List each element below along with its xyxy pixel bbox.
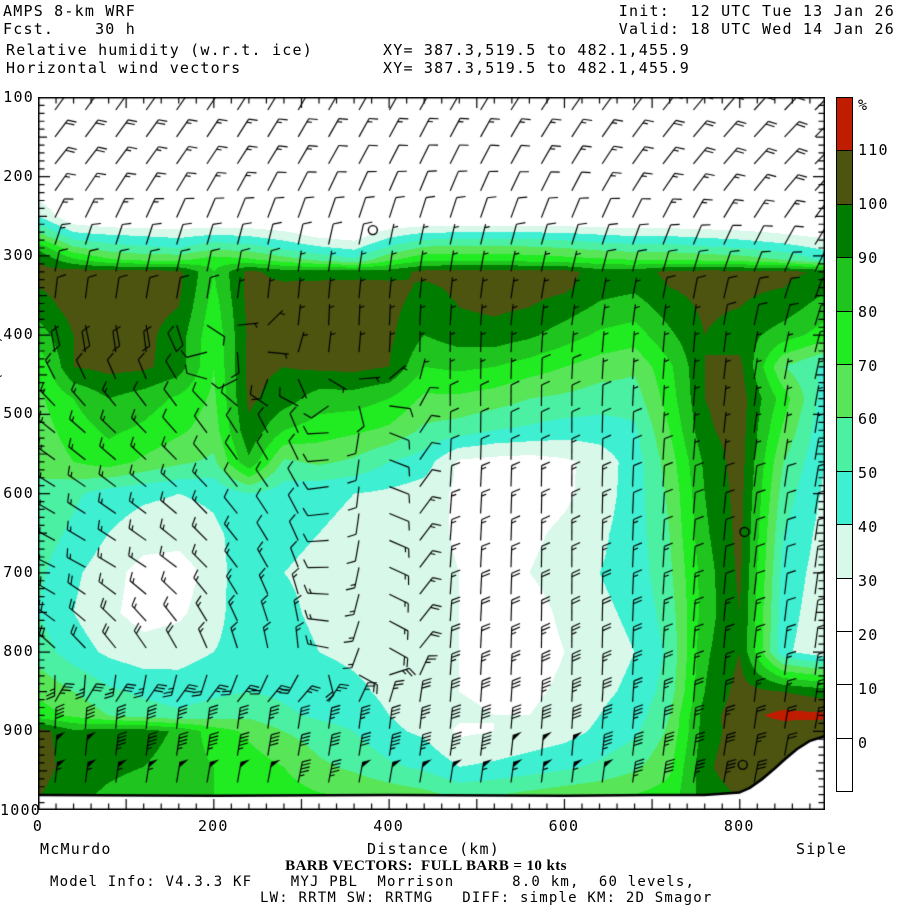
x-tick-label: 800 (723, 817, 755, 835)
xy-range-2: XY= 387.3,519.5 to 482.1,455.9 (383, 59, 690, 77)
colorbar-tick-label: 50 (858, 464, 879, 483)
colorbar-tick-label: 20 (858, 626, 879, 644)
y-axis-label: Pressure (hPa) (0, 334, 4, 467)
model-info-line-1: Model Info: V4.3.3 KF MYJ PBL Morrison 8… (50, 874, 696, 890)
overlay-title: Horizontal wind vectors (6, 59, 242, 77)
barb-legend: BARB VECTORS: FULL BARB = 10 kts (285, 858, 567, 874)
colorbar-segment (837, 738, 852, 792)
colorbar-segment (837, 578, 852, 632)
xy-range-1: XY= 387.3,519.5 to 482.1,455.9 (383, 41, 690, 59)
valid-time: Valid: 18 UTC Wed 14 Jan 26 (618, 20, 895, 38)
x-tick-label: 200 (197, 817, 229, 835)
left-station-label: McMurdo (40, 840, 112, 858)
model-info-line-2: LW: RRTM SW: RRTMG DIFF: simple KM: 2D S… (260, 890, 713, 906)
x-axis-title: Distance (km) (367, 840, 500, 858)
forecast-hour: Fcst. 30 h (3, 20, 136, 38)
y-tick-label: 700 (3, 562, 34, 581)
colorbar-segment (837, 525, 852, 579)
colorbar-tick-label: 90 (858, 248, 879, 267)
y-tick-label: 600 (3, 483, 34, 502)
colorbar (836, 97, 853, 793)
colorbar-tick-label: 0 (858, 733, 869, 752)
y-tick-label: 300 (3, 245, 34, 264)
colorbar-unit: % (858, 96, 869, 114)
colorbar-tick-label: 60 (858, 410, 879, 429)
colorbar-segment (837, 204, 852, 259)
y-tick-label: 900 (3, 721, 34, 740)
init-time: Init: 12 UTC Tue 13 Jan 26 (618, 2, 895, 20)
x-tick-label: 0 (32, 817, 44, 835)
colorbar-segment (837, 418, 852, 472)
colorbar-tick-label: 100 (858, 194, 889, 213)
colorbar-segment (837, 471, 852, 526)
colorbar-tick-label: 30 (858, 572, 879, 591)
x-tick-label: 600 (548, 817, 580, 835)
y-tick-label: 500 (3, 404, 34, 423)
colorbar-segment (837, 631, 852, 686)
y-tick-label: 200 (3, 166, 34, 185)
right-station-label: Siple (796, 840, 848, 858)
y-tick-label: 100 (3, 87, 34, 106)
colorbar-tick-label: 10 (858, 679, 879, 698)
colorbar-tick-label: 110 (858, 140, 889, 159)
colorbar-tick-label: 70 (858, 356, 879, 375)
y-tick-label: 1000 (0, 800, 41, 819)
colorbar-tick-label: 40 (858, 518, 879, 537)
model-title: AMPS 8-km WRF (3, 2, 136, 20)
colorbar-segment (837, 98, 852, 152)
colorbar-tick-label: 80 (858, 302, 879, 321)
colorbar-segment (837, 311, 852, 365)
field-title: Relative humidity (w.r.t. ice) (6, 41, 313, 59)
colorbar-segment (837, 364, 852, 419)
colorbar-segment (837, 151, 852, 205)
y-tick-label: 400 (3, 325, 34, 344)
colorbar-segment (837, 685, 852, 739)
colorbar-segment (837, 258, 852, 312)
y-tick-label: 800 (3, 642, 34, 661)
cross-section-plot (38, 97, 825, 810)
x-tick-label: 400 (373, 817, 404, 835)
